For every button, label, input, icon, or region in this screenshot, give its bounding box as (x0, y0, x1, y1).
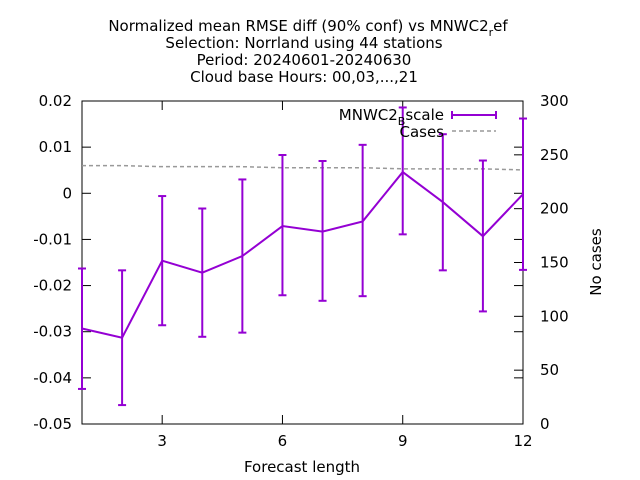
y-tick-label: -0.02 (33, 277, 72, 295)
y-tick-label: -0.03 (33, 323, 72, 341)
errorbar-point (318, 159, 327, 302)
legend-label-cases: Cases (399, 123, 444, 141)
axis-ticks: -0.05 -0.04 -0.03 -0.02 -0.01 0 0.01 0.02 0 50 100… (33, 92, 568, 450)
errorbar-point (198, 207, 207, 338)
y2-tick-label: 150 (540, 254, 569, 272)
x-tick-label: 3 (157, 432, 167, 450)
y-tick-label: 0 (62, 184, 72, 202)
errorbar-point (478, 159, 487, 313)
title-line-1: Normalized mean RMSE diff (90% conf) vs … (108, 17, 508, 39)
errorbar-point (118, 269, 127, 407)
legend-swatch-mnwc2bscale (451, 111, 497, 119)
y2-tick-label: 100 (540, 307, 569, 325)
errorbar-point (358, 143, 367, 298)
x-axis-label: Forecast length (244, 458, 360, 476)
y2-axis-label: No cases (587, 228, 605, 296)
title-line-3: Period: 20240601-20240630 (197, 51, 412, 69)
title-subscript: r (489, 26, 494, 39)
legend: MNWC2Bscale Cases (339, 106, 497, 141)
y2-tick-label: 0 (540, 415, 550, 433)
y2-tick-label: 50 (540, 361, 559, 379)
errorbar-point (519, 117, 527, 271)
y2-tick-label: 200 (540, 200, 569, 218)
errorbar-point (158, 195, 167, 327)
chart-title: Normalized mean RMSE diff (90% conf) vs … (108, 17, 508, 86)
y-tick-label: -0.01 (33, 230, 72, 248)
x-tick-label: 9 (398, 432, 408, 450)
series-line-mnwc2bscale (81, 170, 524, 339)
errorbar-point (398, 106, 407, 236)
title-line-2: Selection: Norrland using 44 stations (165, 34, 442, 52)
title-suffix: ef (493, 17, 508, 35)
y-tick-label: -0.04 (33, 369, 72, 387)
errorbar-point (278, 153, 287, 297)
errorbar-point (78, 267, 86, 390)
y2-tick-label: 250 (540, 146, 569, 164)
title-line-4: Cloud base Hours: 00,03,...,21 (190, 68, 418, 86)
y-tick-label: 0.02 (39, 92, 72, 110)
y-tick-label: -0.05 (33, 415, 72, 433)
errorbar-point (238, 178, 247, 334)
y-tick-label: 0.01 (39, 138, 72, 156)
x-tick-label: 6 (278, 432, 288, 450)
legend-label-mnwc2bscale: MNWC2Bscale (339, 106, 444, 128)
y2-tick-label: 300 (540, 92, 569, 110)
x-tick-label: 12 (513, 432, 532, 450)
plot-frame (81, 100, 524, 425)
plot-series (78, 106, 527, 407)
series-line-cases (82, 164, 524, 171)
errorbar-point (438, 133, 447, 272)
